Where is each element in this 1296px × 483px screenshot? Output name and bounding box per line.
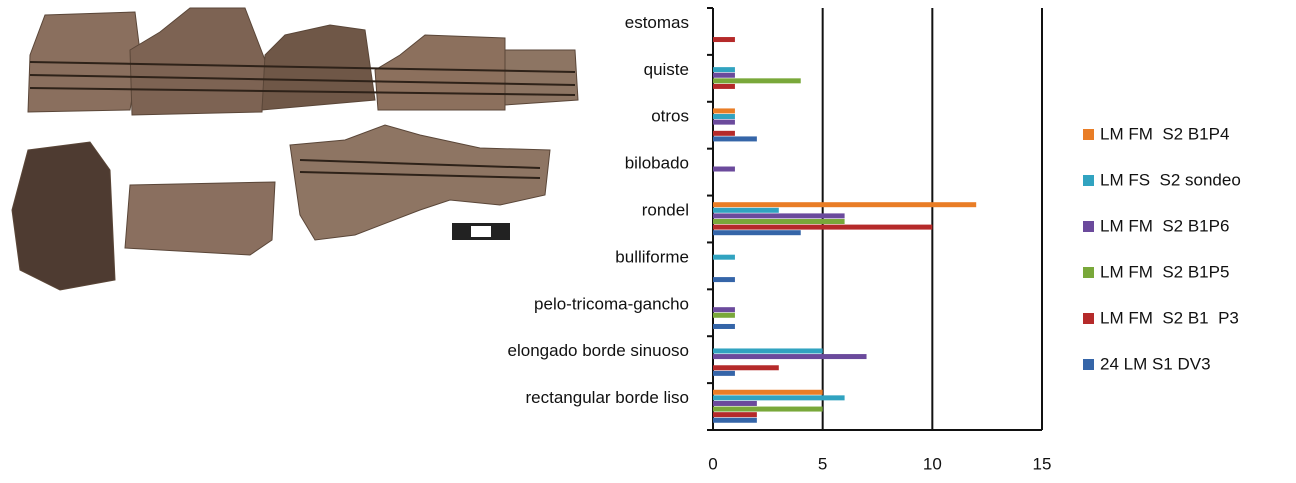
bar [713, 224, 933, 230]
legend-label: LM FM S2 B1P4 [1100, 124, 1229, 143]
incision [29, 61, 576, 96]
sherd-photo [11, 7, 579, 291]
legend-swatch [1083, 221, 1094, 232]
bar [713, 395, 845, 401]
bar [713, 202, 977, 208]
bar [713, 230, 801, 236]
bar [713, 114, 735, 120]
bar [713, 108, 735, 114]
legend-swatch [1083, 175, 1094, 186]
y-tick-label: otros [651, 107, 689, 126]
x-tick-label: 10 [923, 454, 942, 473]
x-tick-label: 15 [1033, 454, 1052, 473]
legend-swatch [1083, 267, 1094, 278]
bar [713, 136, 757, 142]
bar [713, 83, 735, 89]
bar [713, 207, 779, 213]
bar [713, 406, 823, 412]
y-tick-label: elongado borde sinuoso [508, 341, 689, 360]
bar [713, 277, 735, 283]
legend-label: LM FM S2 B1 P3 [1100, 308, 1239, 327]
legend-swatch [1083, 313, 1094, 324]
bar [713, 417, 757, 423]
scale-bar [471, 226, 491, 237]
bar [713, 130, 735, 136]
sherd [124, 181, 276, 256]
bar [713, 307, 735, 313]
legend-swatch [1083, 359, 1094, 370]
sherd [11, 141, 116, 291]
y-tick-label: rectangular borde liso [526, 388, 689, 407]
y-tick-label: quiste [644, 60, 689, 79]
bar [713, 412, 757, 418]
sherd [374, 34, 506, 111]
bar [713, 213, 845, 219]
bar [713, 389, 823, 395]
bar [713, 67, 735, 73]
bar [713, 254, 735, 260]
legend-label: LM FM S2 B1P5 [1100, 262, 1229, 281]
bar [713, 400, 757, 406]
bar [713, 119, 735, 125]
bar [713, 72, 735, 78]
y-tick-label: pelo-tricoma-gancho [534, 294, 689, 313]
legend-swatch [1083, 129, 1094, 140]
y-tick-label: rondel [642, 200, 689, 219]
sherd [289, 124, 551, 241]
sherd [504, 49, 579, 106]
bar [713, 166, 735, 172]
bar [713, 348, 823, 354]
legend-label: LM FM S2 B1P6 [1100, 216, 1229, 235]
legend-label: 24 LM S1 DV3 [1100, 354, 1211, 373]
bar [713, 219, 845, 224]
bar [713, 312, 735, 318]
bar [713, 37, 735, 43]
bar [713, 354, 867, 360]
legend-label: LM FS S2 sondeo [1100, 170, 1241, 189]
bar [713, 365, 779, 371]
incision [299, 159, 541, 179]
y-tick-label: bulliforme [615, 247, 689, 266]
bar [713, 323, 735, 329]
x-tick-label: 0 [708, 454, 717, 473]
sherd [129, 7, 266, 116]
bar [713, 370, 735, 376]
bar [713, 78, 801, 84]
y-tick-label: bilobado [625, 154, 689, 173]
y-tick-label: estomas [625, 13, 689, 32]
x-tick-label: 5 [818, 454, 827, 473]
